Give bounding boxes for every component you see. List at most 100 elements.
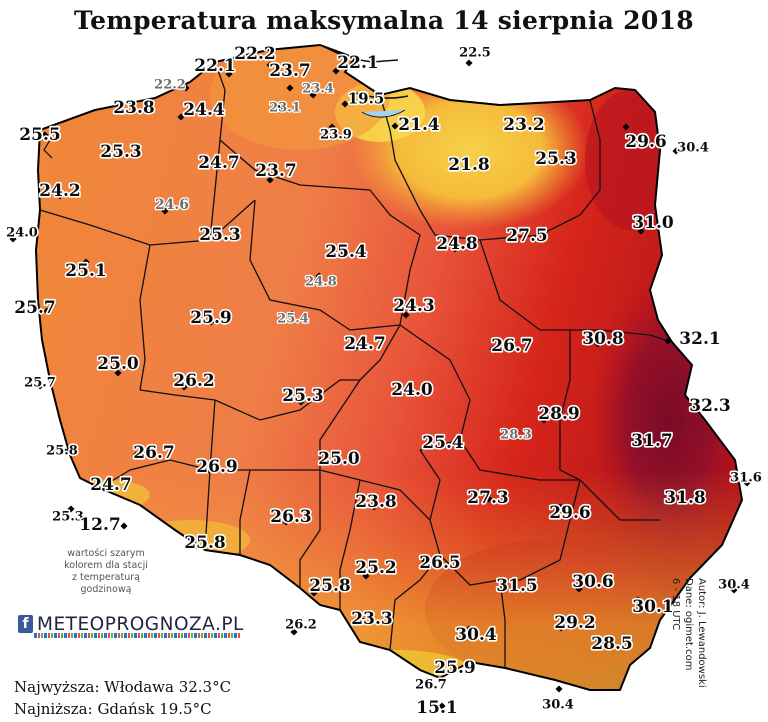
lowest-temperature: Najniższa: Gdańsk 19.5°C — [14, 700, 212, 718]
station-temperature-label: 26.7 — [133, 443, 174, 463]
station-temperature-label: 19.5 — [348, 89, 385, 107]
station-temperature-label: 28.5 — [591, 634, 632, 654]
station-marker: 25.0 — [96, 352, 140, 377]
station-diamond-icon — [215, 163, 223, 171]
station-diamond-icon — [341, 100, 349, 108]
station-marker: 26.9 — [195, 455, 240, 478]
station-diamond-icon — [556, 503, 564, 511]
station-temperature-label: 12.7 — [79, 515, 120, 535]
station-marker: 32.1 — [664, 327, 722, 351]
station-temperature-label: 23.9 — [320, 128, 352, 143]
station-temperature-label: 27.5 — [506, 226, 547, 246]
station-diamond-icon — [328, 123, 336, 131]
station-marker: 15.1 — [415, 696, 460, 719]
station-marker: 25.8 — [183, 531, 228, 554]
station-temperature-label: 25.2 — [355, 558, 396, 578]
station-marker: 23.4 — [301, 80, 335, 99]
station-diamond-icon — [309, 91, 317, 99]
station-diamond-icon — [438, 702, 446, 710]
station-diamond-icon — [266, 176, 274, 184]
station-marker: 25.0 — [317, 447, 362, 470]
station-temperature-label: 24.2 — [39, 181, 80, 201]
station-diamond-icon — [677, 494, 685, 502]
station-marker: 23.3 — [350, 607, 395, 630]
station-diamond-icon — [540, 416, 548, 424]
station-temperature-label: 31.8 — [664, 488, 705, 508]
station-temperature-label: 22.1 — [337, 53, 378, 73]
station-diamond-icon — [62, 448, 70, 456]
station-temperature-label: 25.7 — [24, 376, 56, 391]
station-temperature-label: 30.6 — [572, 572, 613, 592]
station-marker: 31.8 — [663, 486, 708, 509]
station-temperature-label: 29.2 — [554, 613, 595, 633]
station-diamond-icon — [332, 67, 340, 75]
station-temperature-label: 24.6 — [155, 197, 189, 213]
station-temperature-label: 29.6 — [625, 132, 666, 152]
station-temperature-label: 23.4 — [302, 82, 334, 97]
meteoprognoza-logo[interactable]: f METEOPROGNOZA.PL — [18, 612, 244, 636]
credit-data-source: Dane: ogimet.com — [683, 578, 694, 671]
station-diamond-icon — [462, 163, 470, 171]
station-diamond-icon — [489, 345, 497, 353]
station-marker: 23.1 — [268, 99, 302, 117]
station-marker: 25.8 — [45, 442, 80, 460]
station-temperature-label: 25.0 — [318, 449, 360, 469]
station-temperature-label: 23.1 — [269, 101, 301, 116]
station-diamond-icon — [192, 542, 200, 550]
station-diamond-icon — [225, 70, 233, 78]
station-marker: 22.2 — [233, 42, 277, 69]
station-diamond-icon — [286, 84, 294, 92]
station-marker: 23.2 — [502, 113, 547, 136]
station-temperature-label: 23.7 — [255, 161, 296, 181]
station-marker: 26.7 — [132, 441, 177, 464]
station-temperature-label: 22.2 — [154, 78, 186, 93]
station-marker: 25.7 — [13, 296, 58, 319]
station-marker: 24.4 — [177, 98, 226, 122]
station-temperature-label: 25.4 — [325, 242, 367, 262]
station-diamond-icon — [730, 586, 738, 594]
station-marker: 30.4 — [541, 685, 575, 714]
station-marker: 21.4 — [391, 113, 441, 137]
grey-values-note: wartości szarym kolorem dla stacji z tem… — [40, 548, 172, 596]
station-temperature-label: 25.4 — [277, 312, 309, 327]
station-diamond-icon — [634, 596, 642, 604]
station-marker: 29.6 — [622, 123, 668, 154]
station-diamond-icon — [485, 495, 493, 503]
station-marker: 28.3 — [499, 426, 533, 444]
station-temperature-label: 25.0 — [97, 354, 139, 374]
station-marker: 25.3 — [281, 384, 326, 407]
facebook-icon[interactable]: f — [18, 615, 33, 633]
station-diamond-icon — [216, 233, 224, 241]
station-diamond-icon — [465, 59, 473, 67]
station-marker: 25.3 — [51, 505, 85, 526]
station-marker: 27.5 — [505, 224, 550, 247]
station-marker: 25.5 — [18, 123, 63, 146]
station-marker: 23.7 — [268, 59, 312, 92]
station-temperature-label: 27.3 — [467, 488, 508, 508]
station-temperature-label: 28.3 — [500, 428, 532, 443]
station-marker: 24.8 — [435, 232, 480, 255]
station-marker: 24.7 — [343, 332, 388, 355]
station-temperature-label: 22.2 — [234, 44, 275, 64]
station-temperature-label: 31.5 — [496, 576, 537, 596]
station-marker: 30.4 — [672, 139, 710, 157]
station-temperature-label: 25.3 — [535, 149, 576, 169]
station-temperature-label: 26.3 — [270, 507, 311, 527]
station-temperature-label: 30.4 — [677, 141, 709, 156]
station-diamond-icon — [337, 251, 345, 259]
credit-time-range: 6 - 18 UTC — [670, 578, 681, 631]
station-marker: 25.9 — [433, 656, 478, 679]
station-diamond-icon — [508, 586, 516, 594]
station-marker: 29.2 — [553, 611, 598, 634]
station-diamond-icon — [420, 556, 428, 564]
station-marker: 24.2 — [38, 179, 83, 202]
station-diamond-icon — [180, 383, 188, 391]
station-marker: 26.2 — [284, 616, 318, 636]
baltic-coast — [39, 44, 409, 159]
station-marker: 30.4 — [717, 576, 752, 594]
station-diamond-icon — [120, 522, 128, 530]
station-temperature-label: 25.3 — [52, 510, 84, 525]
station-marker: 30.1 — [631, 595, 676, 618]
station-diamond-icon — [288, 310, 296, 318]
